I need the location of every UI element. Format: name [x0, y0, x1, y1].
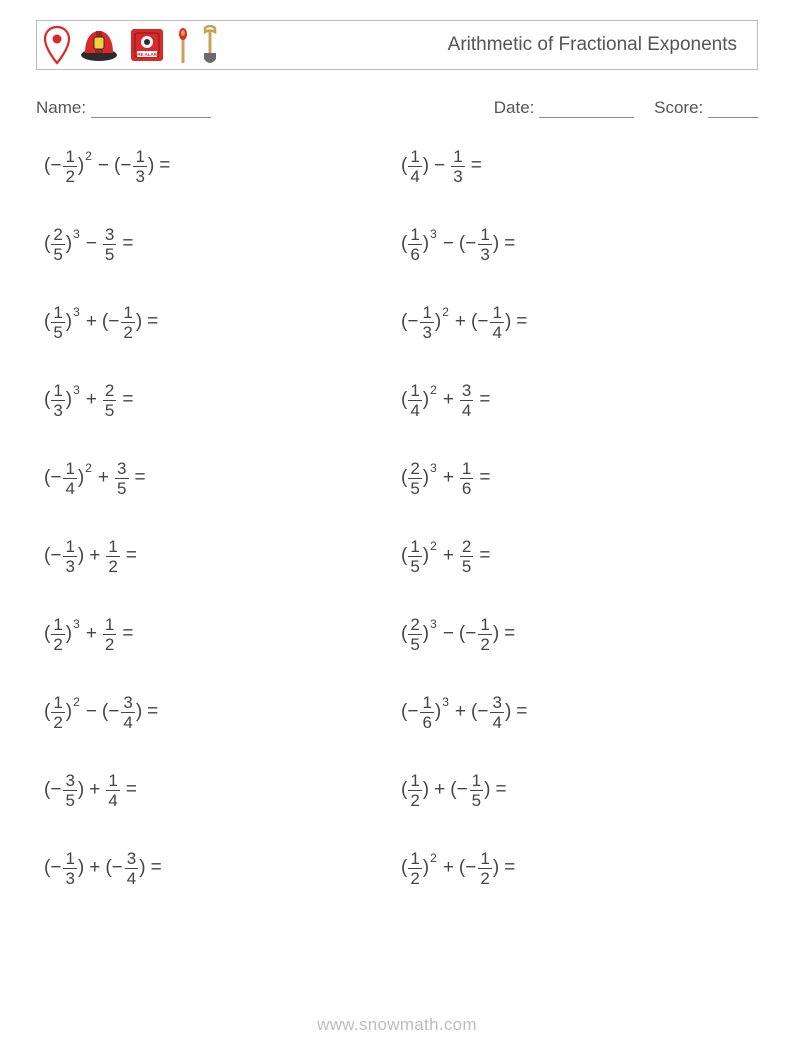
match-icon [175, 25, 191, 65]
problem-13: (12)3+12= [44, 612, 401, 656]
problem-15: (12)2−(−34)= [44, 690, 401, 734]
problems-grid: (−12)2−(−13)=(14)−13=(25)3−35=(16)3−(−13… [36, 144, 758, 890]
problem-8: (14)2+34= [401, 378, 758, 422]
problem-2: (14)−13= [401, 144, 758, 188]
name-label: Name: [36, 98, 86, 117]
problem-19: (−13)+(−34)= [44, 846, 401, 890]
date-label: Date: [494, 98, 535, 117]
problem-16: (−16)3+(−34)= [401, 690, 758, 734]
fire-alarm-icon: FIRE ALARM [127, 25, 167, 65]
info-row: Name: Date: Score: [36, 98, 758, 118]
problem-4: (16)3−(−13)= [401, 222, 758, 266]
problem-20: (12)2+(−12)= [401, 846, 758, 890]
problem-7: (13)3+25= [44, 378, 401, 422]
problem-17: (−35)+14= [44, 768, 401, 812]
problem-14: (25)3−(−12)= [401, 612, 758, 656]
footer-url: www.snowmath.com [0, 1015, 794, 1035]
problem-1: (−12)2−(−13)= [44, 144, 401, 188]
problem-3: (25)3−35= [44, 222, 401, 266]
problem-12: (15)2+25= [401, 534, 758, 578]
page-title: Arithmetic of Fractional Exponents [448, 34, 747, 56]
problem-5: (15)3+(−12)= [44, 300, 401, 344]
date-blank [539, 99, 634, 118]
problem-9: (−14)2+35= [44, 456, 401, 500]
problem-6: (−13)2+(−14)= [401, 300, 758, 344]
problem-18: (12)+(−15)= [401, 768, 758, 812]
shovel-icon [199, 25, 221, 65]
score-blank [708, 99, 758, 118]
name-blank [91, 99, 211, 118]
header: FIRE ALARM Arithmetic of Fractional Expo… [36, 20, 758, 70]
svg-text:FIRE ALARM: FIRE ALARM [133, 52, 161, 57]
score-label: Score: [654, 98, 703, 117]
firefighter-helmet-icon [79, 25, 119, 65]
problem-10: (25)3+16= [401, 456, 758, 500]
header-icons: FIRE ALARM [43, 25, 221, 65]
map-pin-icon [43, 25, 71, 65]
problem-11: (−13)+12= [44, 534, 401, 578]
